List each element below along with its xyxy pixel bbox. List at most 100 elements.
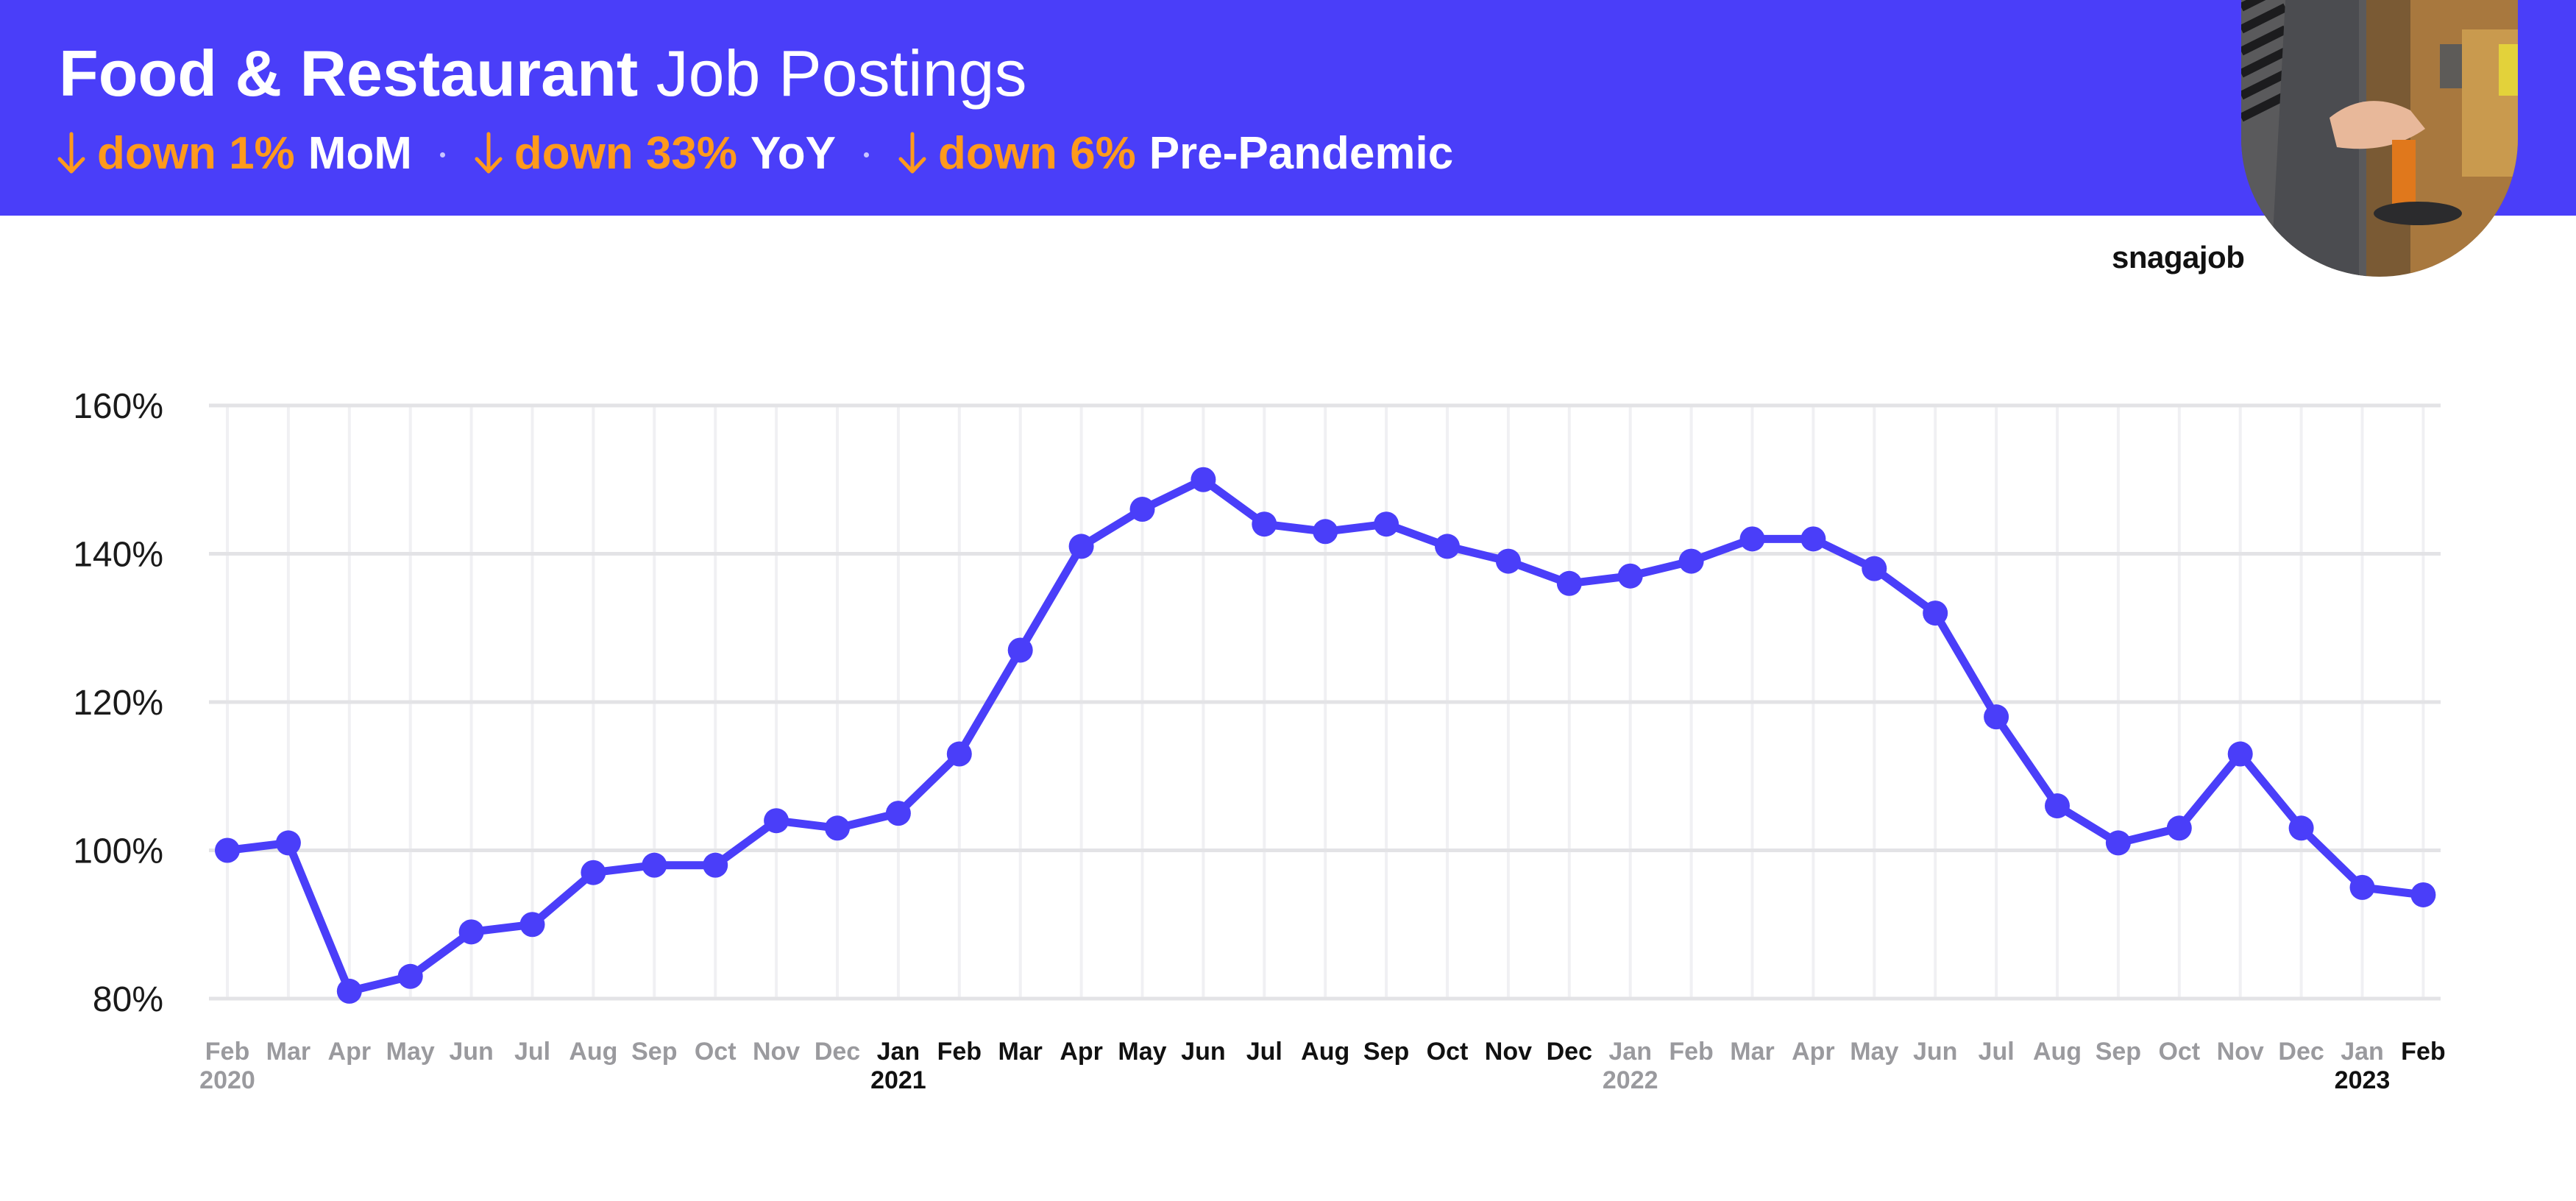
stat-label: MoM <box>308 127 412 179</box>
x-tick-label: Mar <box>266 1038 311 1066</box>
data-point <box>336 978 362 1004</box>
data-point <box>1495 548 1521 574</box>
stat-label: YoY <box>751 127 837 179</box>
y-tick-label: 160% <box>73 387 163 426</box>
data-point <box>458 919 484 945</box>
separator-dot <box>439 152 445 157</box>
x-tick-label: Feb <box>2401 1038 2445 1066</box>
x-tick-label: Nov <box>2217 1038 2264 1066</box>
x-tick-label: Dec <box>1547 1038 1592 1066</box>
data-point <box>1617 563 1643 589</box>
title-bold: Food & Restaurant <box>59 37 639 110</box>
separator-dot <box>864 152 870 157</box>
data-point <box>1252 511 1277 537</box>
stat-pre-pandemic: down 6% Pre-Pandemic <box>897 127 1453 180</box>
down-arrow-icon <box>475 132 503 174</box>
y-tick-label: 80% <box>93 980 163 1019</box>
x-tick-label: Feb <box>1669 1038 1713 1066</box>
data-point <box>1556 570 1582 596</box>
x-year-label: 2022 <box>1603 1066 1658 1094</box>
data-point <box>642 852 667 878</box>
data-point <box>275 830 301 856</box>
data-point <box>1374 511 1399 537</box>
data-point <box>1129 497 1155 522</box>
stat-change: down 6% <box>938 127 1136 179</box>
brand-logo: snagajob <box>2112 240 2245 274</box>
x-tick-label: Jun <box>449 1038 493 1066</box>
x-tick-label: Nov <box>1485 1038 1532 1066</box>
data-point <box>1923 600 1948 626</box>
title-light: Job Postings <box>656 37 1027 110</box>
x-tick-label: Aug <box>2033 1038 2082 1066</box>
x-tick-label: Oct <box>2158 1038 2200 1066</box>
x-tick-label: Dec <box>2278 1038 2324 1066</box>
x-tick-label: Jun <box>1181 1038 1225 1066</box>
data-point <box>1068 534 1094 559</box>
page-title: Food & Restaurant Job Postings <box>59 29 1026 118</box>
x-year-label: 2023 <box>2335 1066 2391 1094</box>
x-year-label: 2020 <box>199 1066 255 1094</box>
stats-row: down 1% MoM down 33% YoY down 6% Pre-Pan… <box>56 124 1453 183</box>
data-point <box>2105 830 2131 856</box>
y-tick-label: 120% <box>73 684 163 723</box>
x-tick-label: Aug <box>1301 1038 1349 1066</box>
x-tick-label: Dec <box>815 1038 860 1066</box>
y-tick-label: 100% <box>73 832 163 871</box>
x-tick-label: Oct <box>1427 1038 1469 1066</box>
stat-mom: down 1% MoM <box>56 127 412 180</box>
data-point <box>1007 637 1033 663</box>
data-point <box>1678 548 1704 574</box>
x-tick-label: Jul <box>1246 1038 1282 1066</box>
data-point <box>519 912 545 938</box>
x-tick-label: Nov <box>753 1038 800 1066</box>
x-tick-label: Mar <box>1730 1038 1774 1066</box>
data-point <box>1984 704 2009 730</box>
data-point <box>1862 556 1887 581</box>
x-tick-label: May <box>386 1038 435 1066</box>
data-point <box>2227 741 2253 767</box>
data-point <box>2288 815 2314 841</box>
x-year-label: 2021 <box>870 1066 926 1094</box>
data-point <box>764 808 790 834</box>
stat-yoy: down 33% YoY <box>473 127 836 180</box>
data-point <box>1800 526 1826 552</box>
data-point <box>1191 467 1216 492</box>
x-tick-label: Jun <box>1913 1038 1957 1066</box>
x-tick-label: Jan <box>1608 1038 1652 1066</box>
data-point <box>215 837 240 863</box>
x-tick-label: Sep <box>2096 1038 2141 1066</box>
data-point <box>2410 882 2436 907</box>
data-point <box>946 741 972 767</box>
x-tick-label: Mar <box>998 1038 1042 1066</box>
x-tick-label: Jul <box>1979 1038 2015 1066</box>
down-arrow-icon <box>57 132 85 174</box>
stat-change: down 33% <box>514 127 738 179</box>
data-point <box>2045 793 2070 819</box>
x-tick-label: May <box>1850 1038 1898 1066</box>
down-arrow-icon <box>898 132 926 174</box>
stat-change: down 1% <box>97 127 295 179</box>
data-point <box>885 801 911 826</box>
data-point <box>2166 815 2192 841</box>
x-tick-label: May <box>1118 1038 1166 1066</box>
data-point <box>1435 534 1460 559</box>
data-point <box>397 963 423 989</box>
x-tick-label: Oct <box>695 1038 737 1066</box>
x-tick-label: Jan <box>2341 1038 2384 1066</box>
stat-label: Pre-Pandemic <box>1149 127 1454 179</box>
x-tick-label: Feb <box>937 1038 982 1066</box>
x-tick-label: Aug <box>569 1038 617 1066</box>
x-tick-label: Jan <box>877 1038 920 1066</box>
data-point <box>1313 519 1338 545</box>
x-tick-label: Sep <box>631 1038 677 1066</box>
data-point <box>825 815 850 841</box>
data-point <box>581 860 606 885</box>
x-tick-label: Sep <box>1363 1038 1409 1066</box>
x-tick-label: Apr <box>1792 1038 1835 1066</box>
x-tick-label: Apr <box>1060 1038 1103 1066</box>
x-tick-label: Feb <box>205 1038 249 1066</box>
y-tick-label: 140% <box>73 536 163 575</box>
x-tick-label: Apr <box>328 1038 372 1066</box>
header-banner <box>0 0 2576 216</box>
